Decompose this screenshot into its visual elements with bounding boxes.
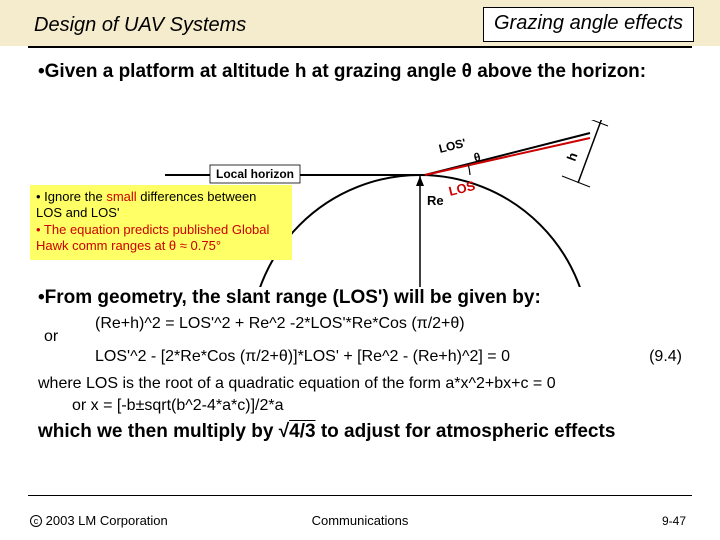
slide-title-right: Grazing angle effects [494, 12, 683, 34]
equation-2: LOS'^2 - [2*Re*Cos (π/2+θ)]*LOS' + [Re^2… [95, 348, 510, 366]
h-tick-bot [562, 176, 590, 187]
rule-bottom [28, 495, 692, 497]
h-tick-top [582, 120, 608, 126]
note-1-pre: • Ignore the [36, 189, 106, 204]
bullet-1: •Given a platform at altitude h at grazi… [38, 60, 690, 84]
note-1-red: small [106, 189, 136, 204]
radius-arrow [416, 176, 424, 186]
h-label: h [564, 150, 581, 163]
rule-top [28, 46, 692, 48]
slide: Design of UAV Systems Grazing angle effe… [0, 0, 720, 540]
bullet-3-pre: which we then multiply by √ [38, 421, 289, 442]
bullet-2: •From geometry, the slant range (LOS') w… [38, 287, 690, 309]
equation-or: or [44, 328, 58, 346]
note-line-2: • The equation predicts published Global… [36, 222, 286, 255]
slide-title-right-box: Grazing angle effects [483, 7, 694, 42]
bullet-3: which we then multiply by √4/3 to adjust… [38, 420, 690, 444]
los-label: LOS [447, 178, 477, 199]
horizon-label: Local horizon [216, 167, 294, 181]
footer-right: 9-47 [662, 514, 686, 528]
bullet-1-text: Given a platform at altitude h at grazin… [45, 61, 646, 82]
equation-1: (Re+h)^2 = LOS'^2 + Re^2 -2*LOS'*Re*Cos … [95, 315, 465, 333]
bullet-2-text: From geometry, the slant range (LOS') wi… [45, 287, 541, 308]
slide-title-left: Design of UAV Systems [34, 14, 246, 37]
bullet-3-post: to adjust for atmospheric effects [316, 421, 616, 442]
h-line [578, 120, 602, 183]
note-line-1: • Ignore the small differences between L… [36, 189, 286, 222]
bullet-3-rad: 4/3 [289, 421, 315, 442]
where-block: where LOS is the root of a quadratic equ… [38, 373, 556, 416]
where-line-2: or x = [-b±sqrt(b^2-4*a*c)]/2*a [38, 395, 556, 417]
where-line-1: where LOS is the root of a quadratic equ… [38, 373, 556, 395]
re-label: Re [427, 193, 444, 208]
los-prime-label: LOS' [437, 136, 467, 156]
notes-box: • Ignore the small differences between L… [30, 185, 292, 260]
equation-number: (9.4) [649, 348, 682, 366]
footer-center: Communications [0, 513, 720, 528]
